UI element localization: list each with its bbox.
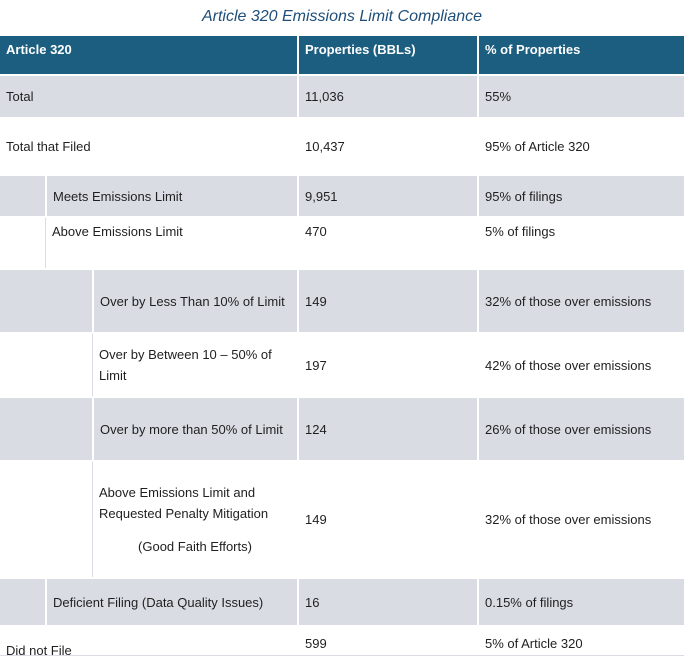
- row-percent: 42% of those over emissions: [478, 332, 684, 397]
- row-properties: 9,951: [298, 174, 479, 217]
- table-row-did-not-file: Did not File 599 5% of Article 320: [0, 625, 684, 667]
- row-percent: 95% of filings: [478, 174, 684, 217]
- row-percent: 95% of Article 320: [478, 117, 684, 175]
- compliance-table: Article 320 Properties (BBLs) % of Prope…: [0, 36, 684, 667]
- row-label-cell: Total: [0, 74, 299, 118]
- row-label-cell: Total that Filed: [0, 117, 299, 175]
- table-row-above-limit: Above Emissions Limit 470 5% of filings: [0, 216, 684, 269]
- header-row: Article 320 Properties (BBLs) % of Prope…: [0, 36, 684, 75]
- row-percent: 32% of those over emissions: [478, 460, 684, 578]
- table-row-total: Total 11,036 55%: [0, 74, 684, 118]
- table-row-over-50: Over by more than 50% of Limit 124 26% o…: [0, 396, 684, 461]
- row-properties: 599: [298, 625, 479, 667]
- row-label-cell: Over by Between 10 – 50% of Limit: [0, 332, 299, 397]
- row-percent: 26% of those over emissions: [478, 396, 684, 461]
- row-label: Above Emissions Limit and Requested Pena…: [99, 485, 269, 521]
- table-row-total-filed: Total that Filed 10,437 95% of Article 3…: [0, 117, 684, 175]
- table-row-over-10-50: Over by Between 10 – 50% of Limit 197 42…: [0, 332, 684, 397]
- table-row-deficient-filing: Deficient Filing (Data Quality Issues) 1…: [0, 577, 684, 626]
- row-label: Deficient Filing (Data Quality Issues): [53, 594, 264, 610]
- row-percent: 5% of filings: [478, 216, 684, 269]
- table-title: Article 320 Emissions Limit Compliance: [201, 8, 483, 25]
- row-label: Over by more than 50% of Limit: [100, 421, 283, 437]
- table-bottom-rule: [0, 655, 684, 656]
- row-label: Meets Emissions Limit: [53, 188, 183, 204]
- row-percent: 0.15% of filings: [478, 577, 684, 626]
- table-row-penalty-mitigation: Above Emissions Limit and Requested Pena…: [0, 460, 684, 578]
- row-properties: 10,437: [298, 117, 479, 175]
- row-properties: 470: [298, 216, 479, 269]
- row-label-cell: Did not File: [0, 625, 299, 667]
- row-label: Did not File: [6, 642, 72, 658]
- table-row-meets-limit: Meets Emissions Limit 9,951 95% of filin…: [0, 174, 684, 217]
- row-properties: 124: [298, 396, 479, 461]
- row-label-cell: Deficient Filing (Data Quality Issues): [0, 577, 299, 626]
- row-label: Over by Less Than 10% of Limit: [100, 293, 285, 309]
- row-label-cell: Above Emissions Limit and Requested Pena…: [0, 460, 299, 578]
- row-percent: 55%: [478, 74, 684, 118]
- header-percent: % of Properties: [478, 36, 684, 75]
- row-label: Above Emissions Limit: [52, 224, 183, 239]
- row-note: (Good Faith Efforts): [138, 539, 252, 554]
- row-label-cell: Above Emissions Limit: [0, 216, 299, 269]
- row-label: Total: [6, 89, 34, 104]
- row-label: Total that Filed: [6, 139, 91, 154]
- row-properties: 149: [298, 460, 479, 578]
- row-properties: 149: [298, 268, 479, 333]
- header-article-320: Article 320: [0, 36, 299, 75]
- row-properties: 11,036: [298, 74, 479, 118]
- row-properties: 197: [298, 332, 479, 397]
- row-label-cell: Meets Emissions Limit: [0, 174, 299, 217]
- row-percent: 32% of those over emissions: [478, 268, 684, 333]
- table-row-over-less-10: Over by Less Than 10% of Limit 149 32% o…: [0, 268, 684, 333]
- row-label: Over by Between 10 – 50% of Limit: [99, 347, 272, 383]
- row-label-cell: Over by Less Than 10% of Limit: [0, 268, 299, 333]
- row-percent: 5% of Article 320: [478, 625, 684, 667]
- header-properties: Properties (BBLs): [298, 36, 479, 75]
- row-label-cell: Over by more than 50% of Limit: [0, 396, 299, 461]
- row-properties: 16: [298, 577, 479, 626]
